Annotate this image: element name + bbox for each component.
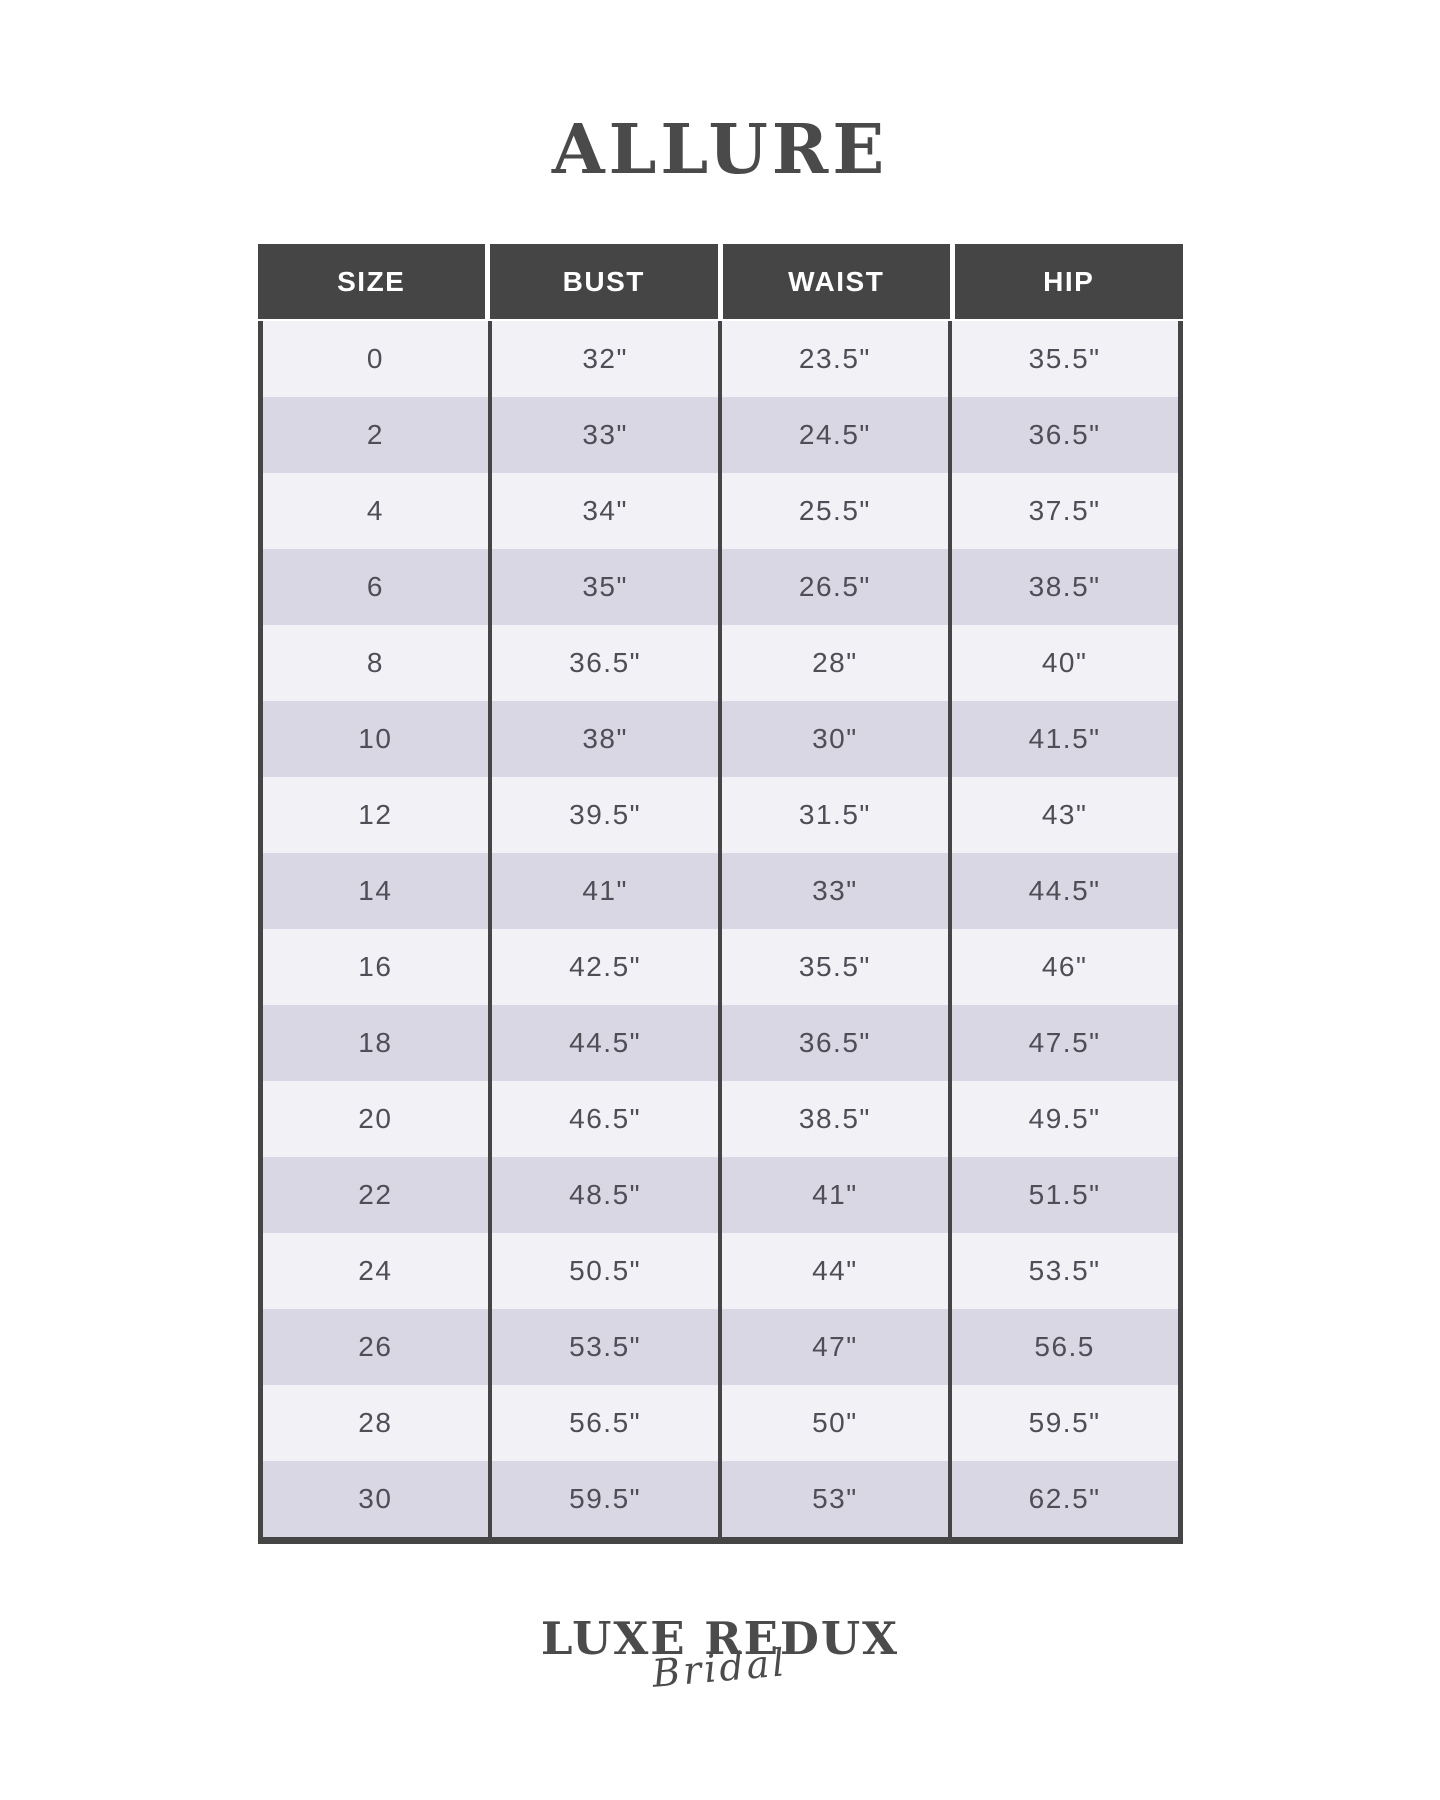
- brand-logo: LUXE REDUX Bridal: [0, 1612, 1440, 1696]
- table-cell: 36.5": [1028, 419, 1101, 450]
- table-cell: 47": [722, 1309, 952, 1385]
- table-cell: 46": [1041, 951, 1088, 982]
- table-header-row: SIZE BUST WAIST HIP: [257, 244, 1183, 319]
- table-cell: 34": [492, 473, 722, 549]
- table-cell: 35": [492, 549, 722, 625]
- table-row: 4 34" 25.5" 37.5": [262, 473, 1178, 549]
- page-title: ALLURE: [551, 110, 889, 190]
- brand-logo-wordmark: LUXE REDUX: [540, 1612, 900, 1665]
- size-chart-table: SIZE BUST WAIST HIP 0 32" 23.5" 35.5" 2 33" 24…: [257, 244, 1183, 1544]
- table-cell: 37.5": [1028, 495, 1101, 526]
- table-row: 10 38" 30" 41.5": [262, 701, 1178, 777]
- table-cell: 36.5": [722, 1005, 952, 1081]
- table-cell: 26: [263, 1309, 493, 1385]
- table-cell: 41": [492, 853, 722, 929]
- table-cell: 40": [1041, 647, 1088, 678]
- table-cell: 53.5": [1028, 1255, 1101, 1286]
- table-cell: 30: [263, 1461, 493, 1537]
- table-cell: 33": [722, 853, 952, 929]
- table-cell: 6: [263, 549, 493, 625]
- table-cell: 25.5": [722, 473, 952, 549]
- table-cell: 62.5": [1028, 1483, 1101, 1514]
- table-cell: 28: [263, 1385, 493, 1461]
- table-cell: 36.5": [492, 625, 722, 701]
- table-row: 30 59.5" 53" 62.5": [262, 1461, 1178, 1537]
- column-header-bust: BUST: [490, 244, 718, 319]
- table-cell: 30": [722, 701, 952, 777]
- table-cell: 31.5": [722, 777, 952, 853]
- table-cell: 53": [722, 1461, 952, 1537]
- table-row: 16 42.5" 35.5" 46": [262, 929, 1178, 1005]
- table-cell: 42.5": [492, 929, 722, 1005]
- table-cell: 43": [1041, 799, 1088, 830]
- table-cell: 24: [263, 1233, 493, 1309]
- table-cell: 14: [263, 853, 493, 929]
- table-cell: 38.5": [1028, 571, 1101, 602]
- table-cell: 39.5": [492, 777, 722, 853]
- table-cell: 50.5": [492, 1233, 722, 1309]
- table-cell: 38.5": [722, 1081, 952, 1157]
- table-cell: 56.5": [492, 1385, 722, 1461]
- column-header-hip: HIP: [955, 244, 1183, 319]
- table-cell: 50": [722, 1385, 952, 1461]
- table-cell: 32": [492, 321, 722, 397]
- table-row: 18 44.5" 36.5" 47.5": [262, 1005, 1178, 1081]
- table-row: 6 35" 26.5" 38.5": [262, 549, 1178, 625]
- table-cell: 35.5": [722, 929, 952, 1005]
- table-cell: 59.5": [1028, 1407, 1101, 1438]
- table-cell: 47.5": [1028, 1027, 1101, 1058]
- table-cell: 59.5": [492, 1461, 722, 1537]
- table-row: 0 32" 23.5" 35.5": [262, 321, 1178, 397]
- table-cell: 38": [492, 701, 722, 777]
- table-cell: 53.5": [492, 1309, 722, 1385]
- table-row: 2 33" 24.5" 36.5": [262, 397, 1178, 473]
- table-cell: 51.5": [1028, 1179, 1101, 1210]
- table-row: 8 36.5" 28" 40": [262, 625, 1178, 701]
- table-cell: 20: [263, 1081, 493, 1157]
- table-cell: 2: [263, 397, 493, 473]
- table-cell: 41": [722, 1157, 952, 1233]
- table-cell: 0: [263, 321, 493, 397]
- table-cell: 44.5": [492, 1005, 722, 1081]
- table-row: 26 53.5" 47" 56.5: [262, 1309, 1178, 1385]
- table-cell: 23.5": [722, 321, 952, 397]
- table-cell: 44.5": [1028, 875, 1101, 906]
- table-cell: 35.5": [1028, 343, 1101, 374]
- table-row: 28 56.5" 50" 59.5": [262, 1385, 1178, 1461]
- table-cell: 33": [492, 397, 722, 473]
- table-cell: 49.5": [1028, 1103, 1101, 1134]
- table-cell: 46.5": [492, 1081, 722, 1157]
- table-cell: 48.5": [492, 1157, 722, 1233]
- size-chart-page: ALLURE SIZE BUST WAIST HIP 0 32" 23.5" 35.5…: [0, 116, 1440, 1800]
- table-cell: 12: [263, 777, 493, 853]
- table-body: 0 32" 23.5" 35.5" 2 33" 24.5" 36.5" 4 34" 25.5" 37.…: [257, 321, 1183, 1544]
- table-row: 20 46.5" 38.5" 49.5": [262, 1081, 1178, 1157]
- table-cell: 56.5: [1034, 1331, 1095, 1362]
- table-row: 14 41" 33" 44.5": [262, 853, 1178, 929]
- table-row: 12 39.5" 31.5" 43": [262, 777, 1178, 853]
- table-row: 24 50.5" 44" 53.5": [262, 1233, 1178, 1309]
- table-row: 22 48.5" 41" 51.5": [262, 1157, 1178, 1233]
- table-cell: 24.5": [722, 397, 952, 473]
- table-cell: 22: [263, 1157, 493, 1233]
- table-cell: 18: [263, 1005, 493, 1081]
- column-header-waist: WAIST: [722, 244, 950, 319]
- table-cell: 10: [263, 701, 493, 777]
- table-cell: 44": [722, 1233, 952, 1309]
- table-cell: 8: [263, 625, 493, 701]
- table-cell: 26.5": [722, 549, 952, 625]
- table-cell: 28": [722, 625, 952, 701]
- table-cell: 16: [263, 929, 493, 1005]
- column-header-size: SIZE: [257, 244, 485, 319]
- table-cell: 41.5": [1028, 723, 1101, 754]
- table-cell: 4: [263, 473, 493, 549]
- brand-logo-script: Bridal: [650, 1640, 790, 1696]
